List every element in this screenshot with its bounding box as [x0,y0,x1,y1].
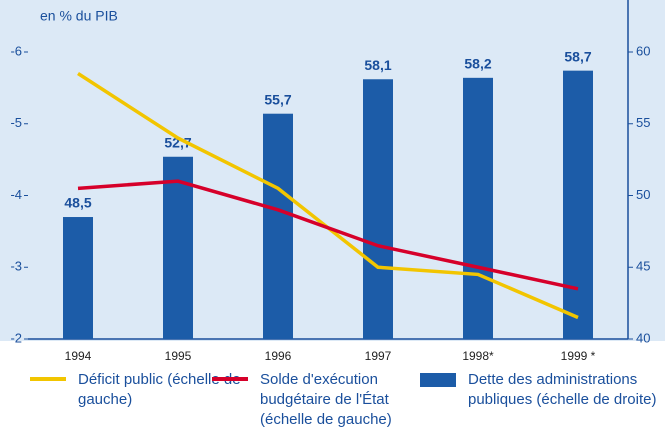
y2-tick-label: 55 [636,115,650,130]
legend-item: Dette des administrations publiques (éch… [420,370,665,410]
legend-swatch [212,377,248,381]
x-tick-label: 1997 [365,349,392,363]
y-tick-label: -5 [10,115,22,130]
legend-label: Déficit public (échelle de gauche) [78,371,241,408]
bar [463,77,493,339]
x-tick-label: 1995 [165,349,192,363]
y-tick-label: -2 [10,330,22,345]
data-label: 58,1 [364,57,391,73]
x-tick-label: 1999 * [561,349,596,363]
chart: en % du PIB -6 -5 -4 -3 -2 40 45 50 55 60 1994 1995… [0,0,665,363]
legend-swatch [30,377,66,381]
data-label: 58,7 [564,48,591,64]
data-label: 58,2 [464,56,491,72]
bar [263,113,293,339]
y2-tick-label: 45 [636,259,650,274]
legend-label: Dette des administrations publiques (éch… [468,371,657,408]
y-tick-label: -4 [10,187,22,202]
data-label: 48,5 [64,195,91,211]
bar [63,217,93,339]
bar [163,156,193,339]
legend-label: Solde d'exécution budgétaire de l'État (… [260,371,392,428]
x-tick-label: 1998* [462,349,494,363]
x-tick-label: 1994 [65,349,92,363]
legend: Déficit public (échelle de gauche) Solde … [0,370,665,437]
legend-item: Solde d'exécution budgétaire de l'État (… [212,370,435,430]
y2-tick-label: 60 [636,43,650,58]
bar [363,79,393,339]
x-tick-label: 1996 [265,349,292,363]
line [77,179,579,291]
y2-tick-label: 40 [636,330,650,345]
data-label: 52,7 [164,134,191,150]
y-tick-label: -6 [10,43,22,58]
legend-swatch [420,373,456,387]
bar [563,70,593,339]
y-tick-label: -3 [10,259,22,274]
y2-tick-label: 50 [636,187,650,202]
y-axis-label: en % du PIB [40,8,118,24]
data-label: 55,7 [264,91,291,107]
legend-item: Déficit public (échelle de gauche) [30,370,243,410]
